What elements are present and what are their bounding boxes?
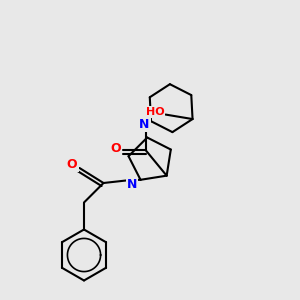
Text: O: O bbox=[67, 158, 77, 171]
Text: HO: HO bbox=[146, 107, 164, 117]
Text: N: N bbox=[127, 178, 137, 191]
Text: O: O bbox=[110, 142, 121, 155]
Text: N: N bbox=[139, 118, 149, 131]
